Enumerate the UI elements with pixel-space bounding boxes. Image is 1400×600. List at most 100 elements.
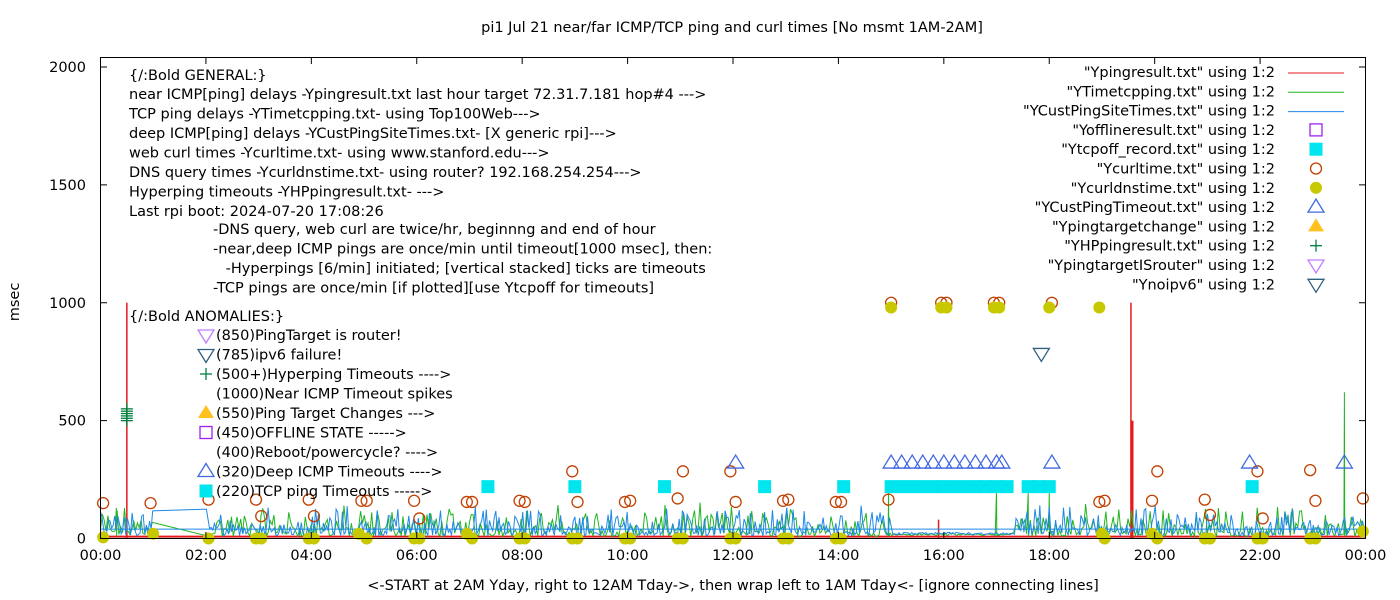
x-tick-label: 06:00 [396, 548, 438, 564]
legend-marker-swatch [1306, 278, 1326, 294]
data-point-ycustpingtimeout-txt [955, 453, 975, 469]
x-tick-label: 20:00 [1134, 548, 1176, 564]
marker-shape [360, 494, 373, 507]
marker-shape [976, 453, 996, 469]
marker-shape [955, 453, 975, 469]
chart-title: pi1 Jul 21 near/far ICMP/TCP ping and cu… [481, 20, 983, 36]
data-point-ytcpoff_record-txt [1245, 480, 1259, 494]
marker-shape [307, 509, 321, 523]
marker-shape [1309, 494, 1322, 507]
anomaly-marker-icon [196, 348, 216, 364]
marker-shape [147, 527, 160, 540]
data-point-ycurltime-txt [776, 494, 790, 507]
data-point-ycurltime-txt [1309, 494, 1322, 507]
legend-marker-swatch [1308, 218, 1324, 232]
marker-shape [1304, 463, 1317, 477]
x-tick-label: 10:00 [607, 548, 649, 564]
data-point-ycurltime-txt [782, 493, 795, 506]
data-point-ytcpoff_record-txt [1032, 480, 1046, 494]
marker-shape [1042, 480, 1056, 494]
marker-shape [481, 480, 495, 494]
data-point-ytcpoff_record-txt [926, 480, 940, 494]
marker-shape [413, 512, 426, 525]
anomaly-marker-icon [199, 484, 213, 498]
data-point-ycurltime-txt [566, 465, 579, 478]
marker-shape [199, 484, 213, 498]
y-tick-label: 2000 [49, 60, 86, 76]
marker-shape [513, 494, 526, 507]
marker-shape [993, 301, 1006, 314]
data-point-ytcpoff_record-txt [947, 480, 961, 494]
note-line: -near,deep ICMP pings are once/min until… [213, 242, 712, 258]
data-point-ycurltime-txt [460, 495, 473, 509]
marker-shape [199, 425, 213, 440]
data-point-ycurldnstime-txt [885, 301, 898, 314]
data-point-ycurltime-txt [882, 493, 895, 506]
marker-shape [1306, 197, 1326, 213]
data-point-ytcpoff_record-txt [481, 480, 495, 494]
general-line: Hyperping timeouts -YHPpingresult.txt- -… [129, 185, 444, 201]
marker-shape [829, 495, 842, 509]
marker-shape [302, 493, 315, 506]
axis-ticks: 00:00 02:00 04:00 06:00 08:00 10:00 12:00 14:00… [49, 57, 1386, 564]
marker-shape [1198, 493, 1211, 506]
x-tick-label: 08:00 [501, 548, 543, 564]
marker-shape [940, 301, 953, 314]
marker-shape [1032, 347, 1051, 363]
marker-shape [1335, 453, 1354, 469]
anomaly-line: (320)Deep ICMP Timeouts ----> [216, 465, 443, 481]
data-point-ycustpingtimeout-txt [976, 453, 996, 469]
marker-shape [903, 453, 922, 469]
marker-shape [198, 405, 214, 418]
data-point-ycurltime-txt [571, 495, 584, 509]
anomaly-line: (785)ipv6 failure! [216, 348, 342, 364]
y-axis-label: msec [7, 283, 23, 322]
general-line: deep ICMP[ping] delays -YCustPingSiteTim… [129, 126, 617, 142]
anomaly-marker-icon [199, 425, 213, 440]
marker-shape [255, 509, 268, 523]
x-tick-label: 14:00 [818, 548, 860, 564]
marker-shape [1245, 480, 1259, 494]
data-point-ycurltime-txt [618, 495, 632, 509]
data-point-ycurldnstime-txt [147, 527, 160, 540]
marker-shape [676, 465, 690, 478]
marker-shape [1306, 278, 1326, 294]
legend-label: "YTimetcpping.txt" using 1:2 [1067, 84, 1275, 100]
data-point-ytcpoff_record-txt [758, 480, 772, 494]
marker-shape [1203, 508, 1217, 522]
anomaly-line: (450)OFFLINE STATE -----> [216, 426, 407, 442]
note-line: -TCP pings are once/min [if plotted][use… [213, 281, 654, 297]
marker-shape [968, 480, 982, 494]
data-point-ytcpoff_record-txt [1000, 480, 1014, 494]
general-line: TCP ping delays -YTimetcpping.txt- using… [128, 107, 541, 123]
legend-label: "Ycurldnstime.txt" using 1:2 [1071, 181, 1275, 197]
data-point-ycurltime-txt [518, 495, 531, 509]
marker-shape [892, 453, 911, 469]
marker-shape [1356, 525, 1369, 538]
marker-shape [1251, 465, 1264, 478]
marker-shape [926, 480, 940, 494]
marker-shape [782, 493, 795, 506]
y-tick-label: 1000 [49, 296, 86, 312]
marker-shape [726, 453, 745, 469]
data-point-ycustpingtimeout-txt [881, 453, 901, 469]
legend-label: "Ynoipv6" using 1:2 [1132, 277, 1275, 293]
note-line: -Hyperpings [6/min] initiated; [vertical… [221, 261, 706, 277]
general-header: {/:Bold GENERAL:} [129, 68, 267, 84]
data-point-ycurldnstime-txt [97, 531, 110, 544]
marker-shape [979, 480, 993, 494]
data-point-ytcpoff_record-txt [990, 480, 1004, 494]
data-point-ytcpoff_record-txt [884, 480, 898, 494]
legend-label: "YHPpingresult.txt" using 1:2 [1064, 239, 1275, 255]
marker-shape [905, 480, 919, 494]
data-point-ycurltime-txt [1251, 465, 1264, 478]
note-line: -DNS query, web curl are twice/hr, begin… [213, 222, 656, 238]
marker-shape [96, 496, 110, 510]
data-point-ytcpoff_record-txt [568, 480, 582, 494]
marker-shape [355, 494, 368, 507]
x-tick-label: 12:00 [712, 548, 754, 564]
data-point-ytcpoff_record-txt [916, 480, 930, 494]
data-point-ycurltime-txt [1145, 494, 1159, 507]
marker-shape [895, 480, 909, 494]
legend-marker-swatch [1309, 142, 1323, 156]
